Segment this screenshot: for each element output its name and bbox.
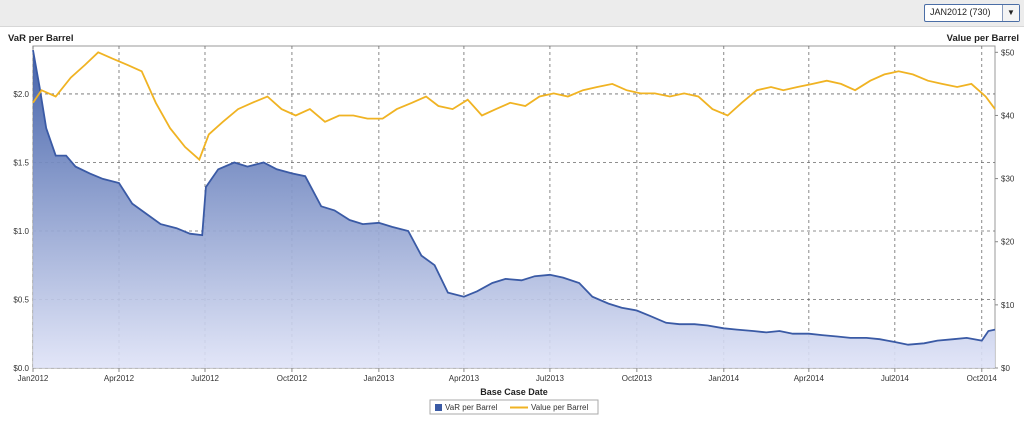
y-right-tick-label: $10 [1001,301,1015,310]
x-axis-title: Base Case Date [480,387,548,397]
legend-label-var: VaR per Barrel [445,403,498,412]
legend-label-value: Value per Barrel [531,403,588,412]
x-tick-label: Jan2013 [364,374,395,383]
y-left-tick-label: $2.0 [13,90,29,99]
y-right-tick-label: $0 [1001,364,1010,373]
chevron-down-icon[interactable]: ▼ [1002,5,1019,21]
x-tick-label: Apr2014 [794,374,825,383]
left-axis-title: VaR per Barrel [8,33,74,44]
y-right-tick-label: $30 [1001,175,1015,184]
x-tick-label: Oct2013 [622,374,653,383]
toolbar: JAN2012 (730) ▼ [0,0,1024,27]
value-per-barrel-line [32,51,996,162]
y-right-tick-label: $40 [1001,111,1015,120]
y-right-tick-label: $50 [1001,48,1015,57]
x-tick-label: Apr2012 [104,374,135,383]
var-area-fill [33,50,995,368]
chart-panel: VaR per Barrel Value per Barrel $0.0 $0.5… [0,27,1024,422]
x-tick-label: Jul2013 [536,374,565,383]
base-case-selector[interactable]: JAN2012 (730) ▼ [924,4,1020,22]
legend-swatch-var [435,404,442,411]
x-tick-label: Apr2013 [449,374,480,383]
y-left-tick-label: $0.0 [13,364,29,373]
x-tick-label: Jan2014 [708,374,739,383]
var-value-chart: $0.0 $0.5 $1.0 $1.5 $2.0 $0 $10 $20 $30 $40 $50 Jan… [13,45,1015,415]
x-tick-label: Oct2014 [967,374,998,383]
y-left-tick-label: $0.5 [13,295,29,304]
y-left-tick-label: $1.5 [13,158,29,167]
x-tick-label: Oct2012 [277,374,308,383]
right-axis-title: Value per Barrel [946,33,1019,44]
y-left-tick-label: $1.0 [13,227,29,236]
x-tick-label: Jan2012 [18,374,49,383]
x-tick-label: Jul2012 [191,374,220,383]
base-case-selector-value: JAN2012 (730) [930,7,991,17]
y-right-tick-label: $20 [1001,238,1015,247]
x-tick-label: Jul2014 [881,374,910,383]
var-per-barrel-line [32,49,996,346]
